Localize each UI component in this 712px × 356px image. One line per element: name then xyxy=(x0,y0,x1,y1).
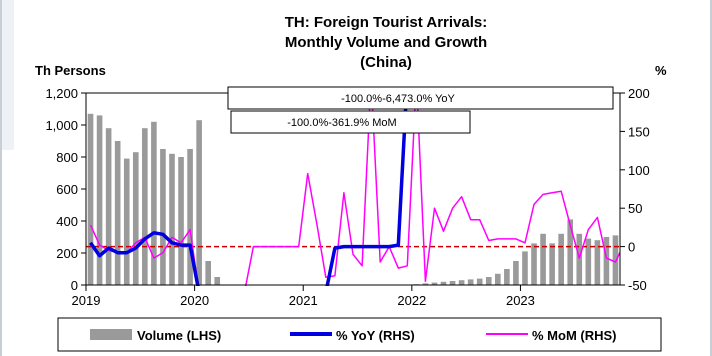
x-tick-label: 2021 xyxy=(289,293,318,308)
left-tick-label: 0 xyxy=(71,278,78,293)
volume-bar xyxy=(576,233,583,285)
right-tick-label: 50 xyxy=(628,201,642,216)
volume-bar xyxy=(151,121,157,285)
legend-label-mom: % MoM (RHS) xyxy=(532,328,617,343)
volume-bar xyxy=(431,282,438,285)
left-tick-label: 800 xyxy=(56,150,78,165)
volume-bar xyxy=(440,281,447,285)
volume-bar xyxy=(205,261,211,285)
volume-bar xyxy=(169,153,175,285)
left-tick-label: 1,000 xyxy=(45,118,78,133)
volume-bar xyxy=(105,128,112,285)
volume-bar xyxy=(513,261,519,285)
volume-bar xyxy=(178,157,184,285)
volume-bar xyxy=(142,128,148,285)
legend-label-yoy: % YoY (RHS) xyxy=(336,328,415,343)
mom-annotation-text: -100.0%-361.9% MoM xyxy=(287,117,396,129)
volume-bar xyxy=(449,281,456,285)
volume-bar xyxy=(96,115,103,286)
yoy-line xyxy=(89,92,409,286)
volume-bar xyxy=(603,237,610,285)
volume-bar xyxy=(214,277,221,285)
legend-label-volume: Volume (LHS) xyxy=(137,328,221,343)
right-tick-label: 0 xyxy=(628,240,635,255)
x-tick-label: 2019 xyxy=(72,293,101,308)
right-tick-label: 200 xyxy=(628,86,650,101)
left-tick-label: 400 xyxy=(56,214,78,229)
left-tick-label: 200 xyxy=(56,246,78,261)
mom-annotation-box: -100.0%-361.9% MoM xyxy=(230,110,471,134)
volume-bar xyxy=(531,243,537,285)
volume-bar xyxy=(467,279,474,285)
volume-bar xyxy=(196,120,202,285)
volume-bar xyxy=(558,233,564,285)
chart-title-line-3: (China) xyxy=(360,54,412,71)
volume-bar xyxy=(187,149,193,285)
volume-bar xyxy=(612,235,619,285)
mom-line xyxy=(89,92,620,286)
right-tick-label: -50 xyxy=(628,278,647,293)
chart-title-line-1: TH: Foreign Tourist Arrivals: xyxy=(285,14,488,31)
chart-title-line-2: Monthly Volume and Growth xyxy=(285,34,487,51)
volume-bar xyxy=(160,149,166,285)
x-tick-label: 2022 xyxy=(397,293,426,308)
legend-swatch-volume xyxy=(90,329,132,340)
volume-bar xyxy=(422,283,429,285)
volume-bar xyxy=(594,240,601,285)
volume-bar xyxy=(87,113,94,285)
volume-bar xyxy=(567,219,574,285)
legend: Volume (LHS) % YoY (RHS) % MoM (RHS) xyxy=(57,317,662,352)
volume-bar xyxy=(132,152,139,285)
window-edge-strip xyxy=(2,0,14,150)
yoy-annotation-box: -100.0%-6,473.0% YoY xyxy=(227,86,614,110)
right-tick-label: 100 xyxy=(628,163,650,178)
yoy-annotation-text: -100.0%-6,473.0% YoY xyxy=(341,93,455,105)
volume-bar xyxy=(123,158,130,285)
x-tick-label: 2020 xyxy=(180,293,209,308)
volume-bar xyxy=(522,251,528,285)
left-axis-unit: Th Persons xyxy=(35,63,106,78)
volume-bar xyxy=(485,277,492,285)
x-tick-label: 2023 xyxy=(506,293,535,308)
right-axis-unit: % xyxy=(655,63,667,78)
left-tick-label: 600 xyxy=(56,182,78,197)
volume-bar xyxy=(585,238,592,285)
volume-bar xyxy=(549,243,555,285)
volume-bar xyxy=(114,141,121,285)
right-tick-label: 150 xyxy=(628,124,650,139)
left-tick-label: 1,200 xyxy=(45,86,78,101)
legend-box xyxy=(57,317,662,352)
volume-bar xyxy=(540,233,546,285)
volume-bar xyxy=(504,269,510,285)
volume-bar xyxy=(495,273,501,285)
volume-bar xyxy=(458,280,465,285)
volume-bar xyxy=(476,278,483,285)
